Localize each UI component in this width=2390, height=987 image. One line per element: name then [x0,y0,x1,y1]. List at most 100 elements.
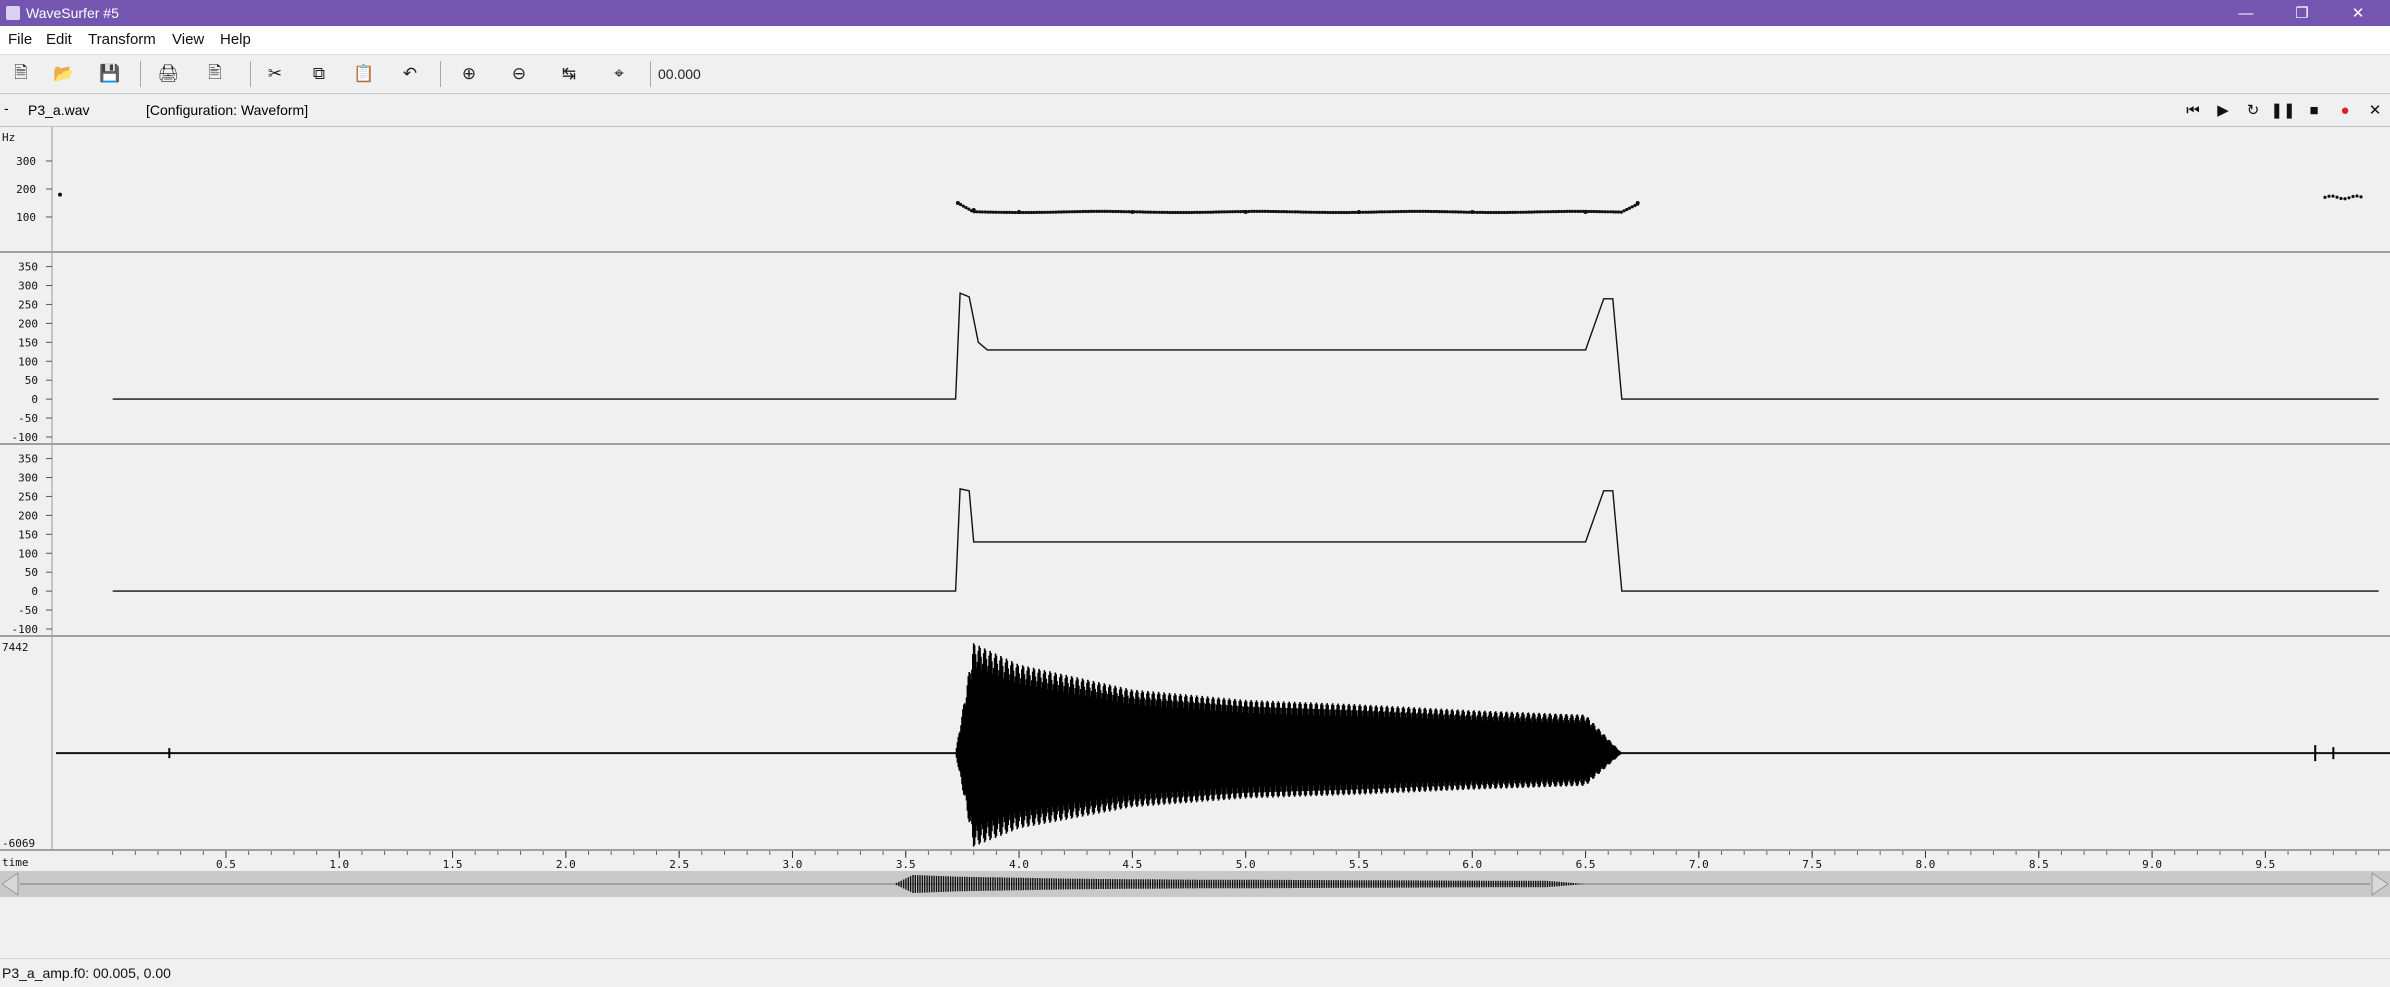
pitch-point [1434,209,1439,214]
play-icon: ▶ [2217,102,2229,119]
new-file-button[interactable]: 🗎 [8,61,34,87]
pitch-point [1195,210,1199,214]
pitch-point [1187,210,1191,215]
pitch-point [986,210,990,214]
print-button[interactable]: 🖨 [155,61,181,87]
pitch-point [1206,210,1210,214]
pitch-point [1296,210,1300,214]
pitch-point [1443,210,1447,214]
pitch-point [1171,210,1175,215]
formant-line [112,488,2379,592]
zoom-in-button[interactable]: ⊕ [456,61,482,87]
pitch-point [1627,206,1632,210]
pitch-point [1475,210,1479,214]
menu-help[interactable]: Help [220,31,251,48]
formant-pane-1[interactable]: 350 300 250 200 150 100 50 0 -50 -100 [0,253,2390,445]
collapse-handle[interactable]: - [4,100,9,116]
pitch-point [978,210,982,214]
close-button[interactable]: ✕ [2330,0,2386,26]
y-tick-label: 150 [18,528,38,541]
y-max-label: 7442 [2,641,29,654]
undo-button[interactable]: ↶ [397,61,423,87]
skip-to-start-button[interactable]: ⏮ [2182,100,2204,120]
pitch-point [1603,210,1607,214]
save-button[interactable]: 💾 [97,61,123,87]
menu-view[interactable]: View [172,31,205,48]
pitch-point [1394,210,1398,214]
pitch-point [1089,209,1093,213]
pitch-point [1568,209,1572,213]
play-loop-button[interactable]: ↻ [2242,100,2264,120]
new-file-icon: 🗎 [14,62,28,82]
pitch-point [1347,210,1351,215]
undo-icon: ↶ [402,64,418,83]
pitch-point [1532,210,1536,214]
pitch-point [1502,210,1506,215]
print-preview-button[interactable]: 🖹 [202,61,228,87]
formant-pane-2[interactable]: 350 300 250 200 150 100 50 0 -50 -100 [0,445,2390,637]
pitch-point [1309,210,1313,214]
waveform-pane[interactable]: 7442 -6069 [0,637,2390,851]
pitch-point [1587,209,1591,214]
time-tick-label: 5.5 [1349,858,1369,871]
minimize-button[interactable]: — [2218,0,2274,26]
pitch-point [1418,209,1422,213]
cut-button[interactable]: ✂ [262,61,288,87]
restore-button[interactable]: ❐ [2274,0,2330,26]
stop-button[interactable]: ■ [2303,100,2325,120]
stop-icon: ■ [2309,101,2319,119]
zoom-out-button[interactable]: ⊖ [506,61,532,87]
pitch-point [2327,194,2331,198]
copy-button[interactable]: ⧉ [306,61,332,87]
overview-scrollbar[interactable] [0,871,2390,897]
pitch-point [1543,210,1547,214]
pitch-point [1505,210,1509,215]
time-tick-label: 2.5 [669,858,689,871]
menu-bar: File Edit Transform View Help [0,26,2390,55]
pitch-point [1524,210,1528,214]
y-tick-label: 100 [18,547,38,560]
record-button[interactable]: ● [2334,100,2356,120]
paste-button[interactable]: 📋 [351,61,377,87]
pitch-point [1043,210,1047,214]
status-text: P3_a_amp.f0: 00.005, 0.00 [2,965,171,981]
menu-file[interactable]: File [8,31,33,48]
pitch-point [1062,210,1066,214]
pitch-point [1407,209,1411,213]
pitch-point [1421,209,1425,213]
pitch-point [1554,210,1558,214]
zoom-selection-button[interactable]: ⌖ [606,61,632,87]
pitch-point [1369,210,1373,214]
pitch-point [2335,195,2339,199]
time-axis-background [0,851,2390,871]
pause-button[interactable]: ❚❚ [2270,100,2295,120]
menu-edit[interactable]: Edit [46,31,72,48]
play-button[interactable]: ▶ [2212,100,2234,120]
pitch-point [1589,209,1594,214]
close-pane-button[interactable]: ✕ [2364,100,2386,120]
y-tick-label: -100 [12,431,39,444]
pitch-point [964,206,968,210]
pitch-point [1312,210,1316,214]
pitch-point [1538,210,1542,214]
pitch-point [1391,210,1395,214]
pitch-point [1595,210,1599,214]
time-tick-label: 9.5 [2255,858,2275,871]
pitch-point [1236,210,1240,214]
pitch-point [1149,210,1153,214]
pitch-point [1279,210,1284,214]
zoom-out-icon: ⊖ [511,64,527,83]
time-tick-label: 6.5 [1576,858,1596,871]
pitch-point [1481,210,1485,214]
y-tick-label: 0 [31,393,38,406]
open-button[interactable]: 📂 [51,61,77,87]
zoom-all-button[interactable]: ↹ [556,61,582,87]
y-tick-label: 200 [18,317,38,330]
pitch-point [1165,210,1169,214]
pitch-point [1143,210,1148,214]
pitch-point [1508,210,1512,214]
pitch-point [1070,210,1074,214]
menu-transform[interactable]: Transform [88,31,156,48]
